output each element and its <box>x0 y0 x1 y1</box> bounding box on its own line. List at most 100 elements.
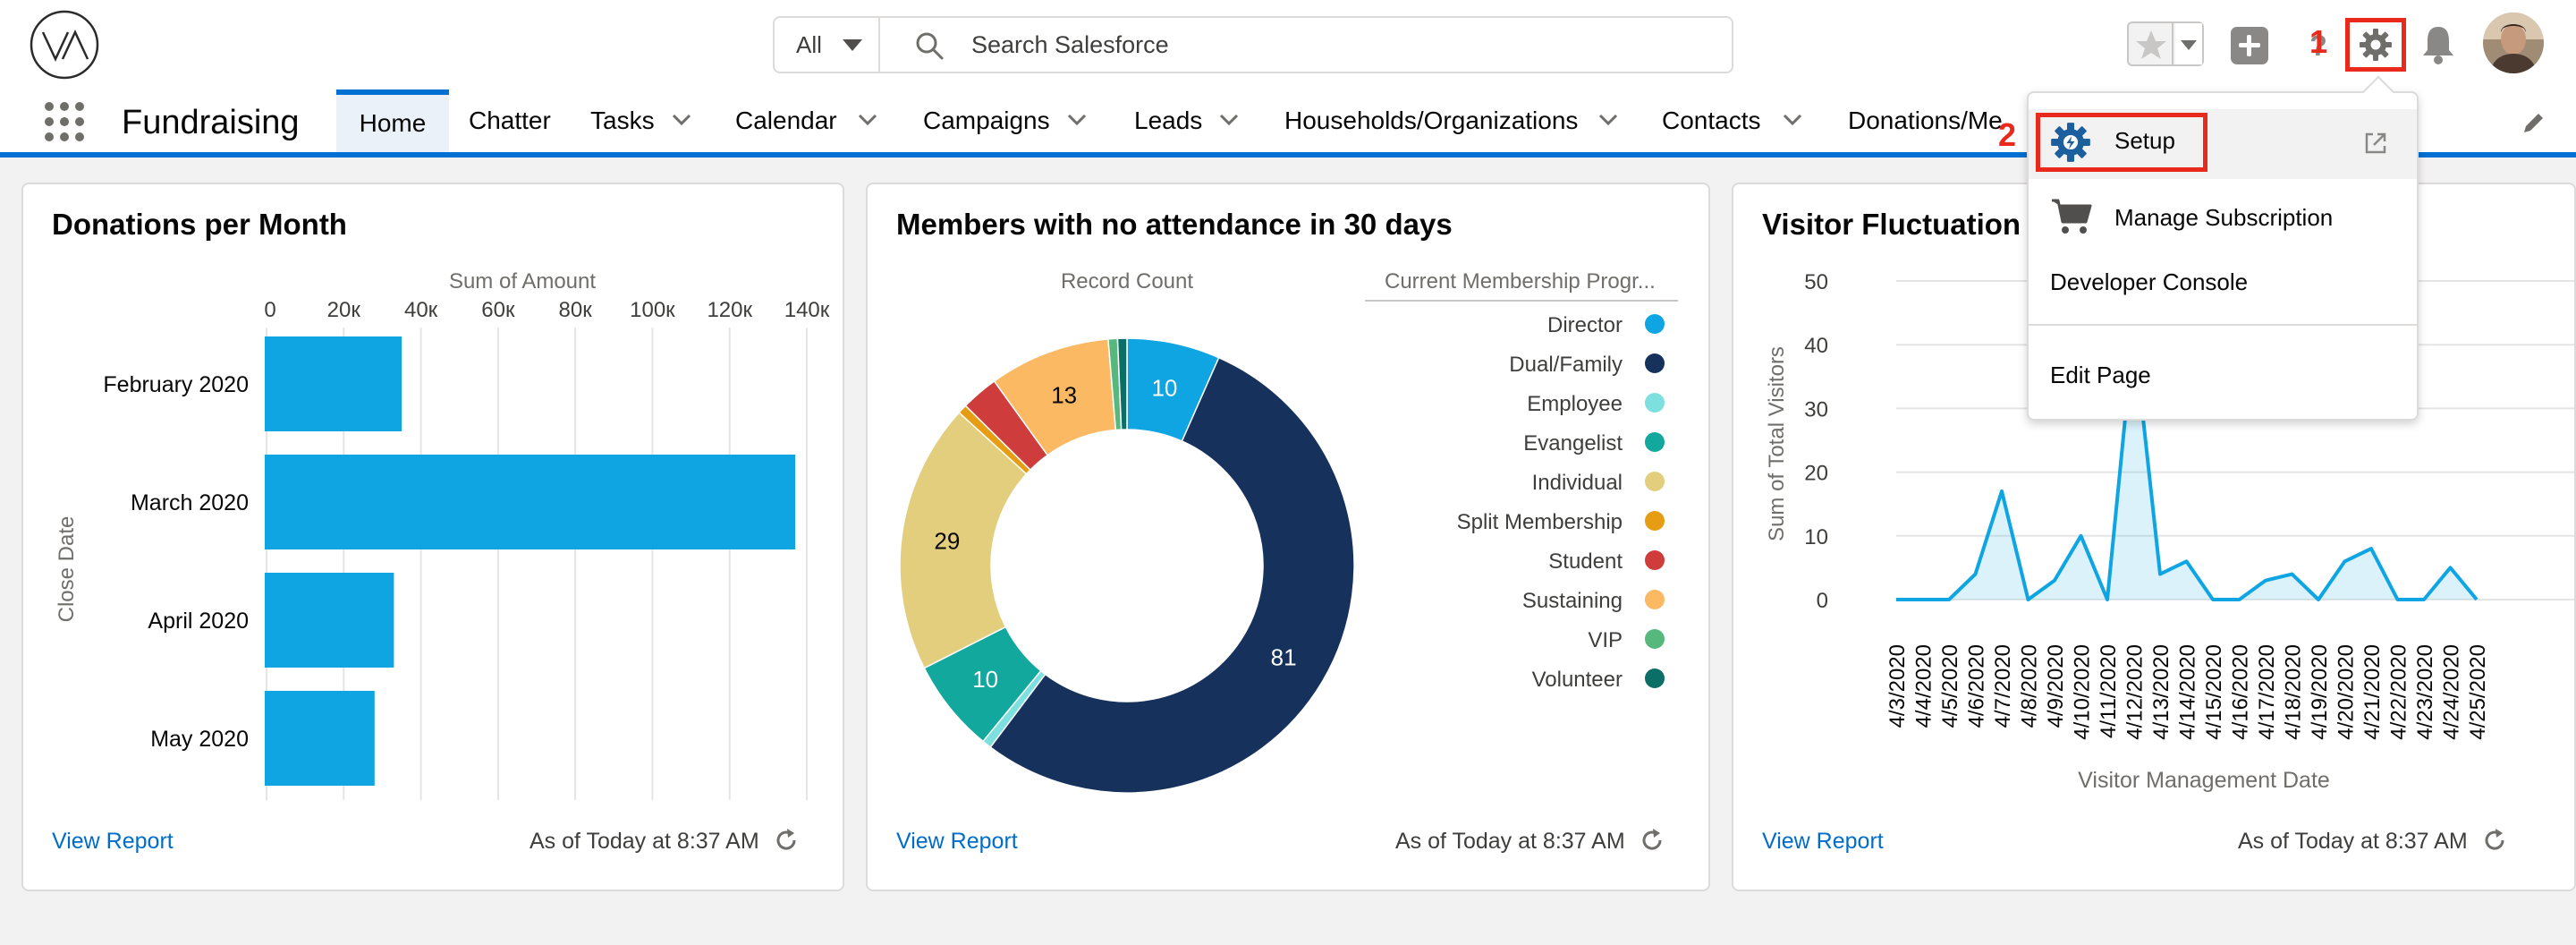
menu-item-edit-page[interactable]: Edit Page <box>2050 362 2151 388</box>
setup-gear-button[interactable] <box>2345 18 2406 72</box>
search-icon <box>916 32 944 60</box>
x-tick-label: 4/11/2020 <box>2097 644 2121 738</box>
x-axis-title: Visitor Management Date <box>2078 768 2330 793</box>
tab-home[interactable]: Home <box>336 89 449 152</box>
menu-item-developer-console[interactable]: Developer Console <box>2050 268 2249 295</box>
donut-slice <box>899 411 1028 669</box>
legend-swatch <box>1645 668 1665 688</box>
search-scope-dropdown[interactable]: All <box>775 18 880 72</box>
members-donut-chart: Record Count 10 81 10 29 13 Current Membership… <box>899 269 1678 794</box>
chevron-down-icon[interactable] <box>1782 113 1803 127</box>
chart-subtitle: Record Count <box>1061 269 1193 294</box>
tab-label: Households/Organizations <box>1284 106 1579 134</box>
chevron-down-icon[interactable] <box>1597 113 1619 127</box>
legend-entry-label: Student <box>1548 549 1623 574</box>
open-in-new-window-icon[interactable] <box>2361 129 2390 158</box>
refresh-icon[interactable] <box>2481 827 2508 854</box>
star-icon[interactable] <box>2132 27 2170 63</box>
slice-data-label: 10 <box>972 666 998 693</box>
setup-highlight-box <box>2036 113 2207 172</box>
slice-data-label: 29 <box>934 528 960 555</box>
refresh-icon[interactable] <box>773 827 800 854</box>
tab-campaigns[interactable]: Campaigns <box>923 89 1050 152</box>
refresh-timestamp: As of Today at 8:37 AM <box>1395 829 1625 854</box>
view-report-link[interactable]: View Report <box>52 829 174 854</box>
y-tick-label: 0 <box>1817 589 1828 613</box>
x-tick-label: 4/4/2020 <box>1912 644 1936 728</box>
tab-tasks[interactable]: Tasks <box>590 89 655 152</box>
x-tick-label: 4/20/2020 <box>2334 644 2359 740</box>
menu-item-manage-subscription[interactable]: Manage Subscription <box>2029 190 2417 243</box>
legend-entry-label: Individual <box>1532 471 1623 495</box>
help-icon[interactable]: ? <box>2301 25 2336 66</box>
legend-entry-label: Sustaining <box>1522 589 1623 613</box>
tab-label: Leads <box>1134 106 1203 134</box>
y-category-label: April 2020 <box>148 609 249 634</box>
x-tick-label: 140к <box>784 298 830 322</box>
tab-calendar[interactable]: Calendar <box>735 89 837 152</box>
tab-leads[interactable]: Leads <box>1134 89 1202 152</box>
app-launcher-grid-icon[interactable] <box>45 102 84 141</box>
tab-label: Contacts <box>1662 106 1761 134</box>
chevron-down-icon[interactable] <box>671 113 692 127</box>
legend-entry-label: VIP <box>1588 628 1623 652</box>
slice-data-label: 13 <box>1051 382 1077 409</box>
x-tick-label: 4/7/2020 <box>1991 644 2015 728</box>
search-input[interactable] <box>971 27 1705 63</box>
chevron-down-icon[interactable] <box>1218 113 1240 127</box>
edit-nav-pencil-icon[interactable] <box>2521 109 2547 136</box>
x-tick-label: 4/6/2020 <box>1965 644 1989 728</box>
view-report-link[interactable]: View Report <box>1762 829 1884 854</box>
setup-gear-icon <box>2051 123 2090 162</box>
favorites-divider <box>2172 23 2174 64</box>
chevron-down-icon[interactable] <box>857 113 878 127</box>
svg-text:?: ? <box>2309 30 2327 62</box>
x-tick-label: 4/14/2020 <box>2176 644 2200 740</box>
setup-menu-dropdown: Setup Manage Subscription Developer Cons… <box>2027 91 2419 421</box>
x-tick-label: 4/5/2020 <box>1938 644 1962 728</box>
x-tick-label: 4/12/2020 <box>2123 644 2148 740</box>
y-tick-label: 40 <box>1804 334 1828 358</box>
x-tick-label: 4/22/2020 <box>2387 644 2411 740</box>
refresh-icon[interactable] <box>1639 827 1665 854</box>
tab-chatter[interactable]: Chatter <box>469 89 551 152</box>
legend-swatch <box>1645 590 1665 609</box>
global-actions-plus-icon[interactable] <box>2231 27 2268 64</box>
legend-swatch <box>1645 629 1665 649</box>
bar <box>265 336 402 431</box>
user-avatar[interactable] <box>2483 13 2544 73</box>
x-tick-label: 4/19/2020 <box>2308 644 2332 740</box>
company-logo-icon[interactable] <box>29 9 100 81</box>
bar <box>265 573 394 668</box>
x-tick-label: 0 <box>264 298 275 322</box>
card-title: Members with no attendance in 30 days <box>896 208 1453 241</box>
x-tick-label: 40к <box>404 298 438 322</box>
chevron-down-icon[interactable] <box>1066 113 1088 127</box>
tab-contacts[interactable]: Contacts <box>1662 89 1761 152</box>
notifications-bell-icon[interactable] <box>2417 21 2460 66</box>
legend-swatch <box>1645 511 1665 531</box>
view-report-link[interactable]: View Report <box>896 829 1018 854</box>
tab-donations-memberships[interactable]: Donations/Me <box>1848 89 2003 152</box>
menu-item-setup[interactable]: Setup <box>2029 109 2417 179</box>
x-tick-label: 4/9/2020 <box>2044 644 2068 728</box>
donut-slice <box>1116 337 1128 430</box>
donut-slice <box>989 356 1355 794</box>
members-no-attendance-card: Members with no attendance in 30 days Re… <box>866 183 1710 891</box>
legend-swatch <box>1645 353 1665 373</box>
favorites-menu-button[interactable] <box>2175 23 2202 64</box>
x-tick-label: 100к <box>630 298 675 322</box>
slice-data-label: 10 <box>1151 374 1177 401</box>
x-tick-label: 4/24/2020 <box>2440 644 2464 740</box>
y-axis-title: Sum of Total Visitors <box>1765 346 1789 541</box>
y-tick-label: 10 <box>1804 525 1828 549</box>
legend-entry-label: Dual/Family <box>1509 353 1623 377</box>
x-tick-label: 4/8/2020 <box>2018 644 2042 728</box>
global-search: All <box>773 16 1733 73</box>
bar <box>265 455 796 549</box>
tab-households-organizations[interactable]: Households/Organizations <box>1284 89 1578 152</box>
x-tick-label: 80к <box>559 298 593 322</box>
legend-swatch <box>1645 393 1665 413</box>
x-tick-label: 4/15/2020 <box>2202 644 2226 740</box>
tab-label: Chatter <box>469 106 551 134</box>
